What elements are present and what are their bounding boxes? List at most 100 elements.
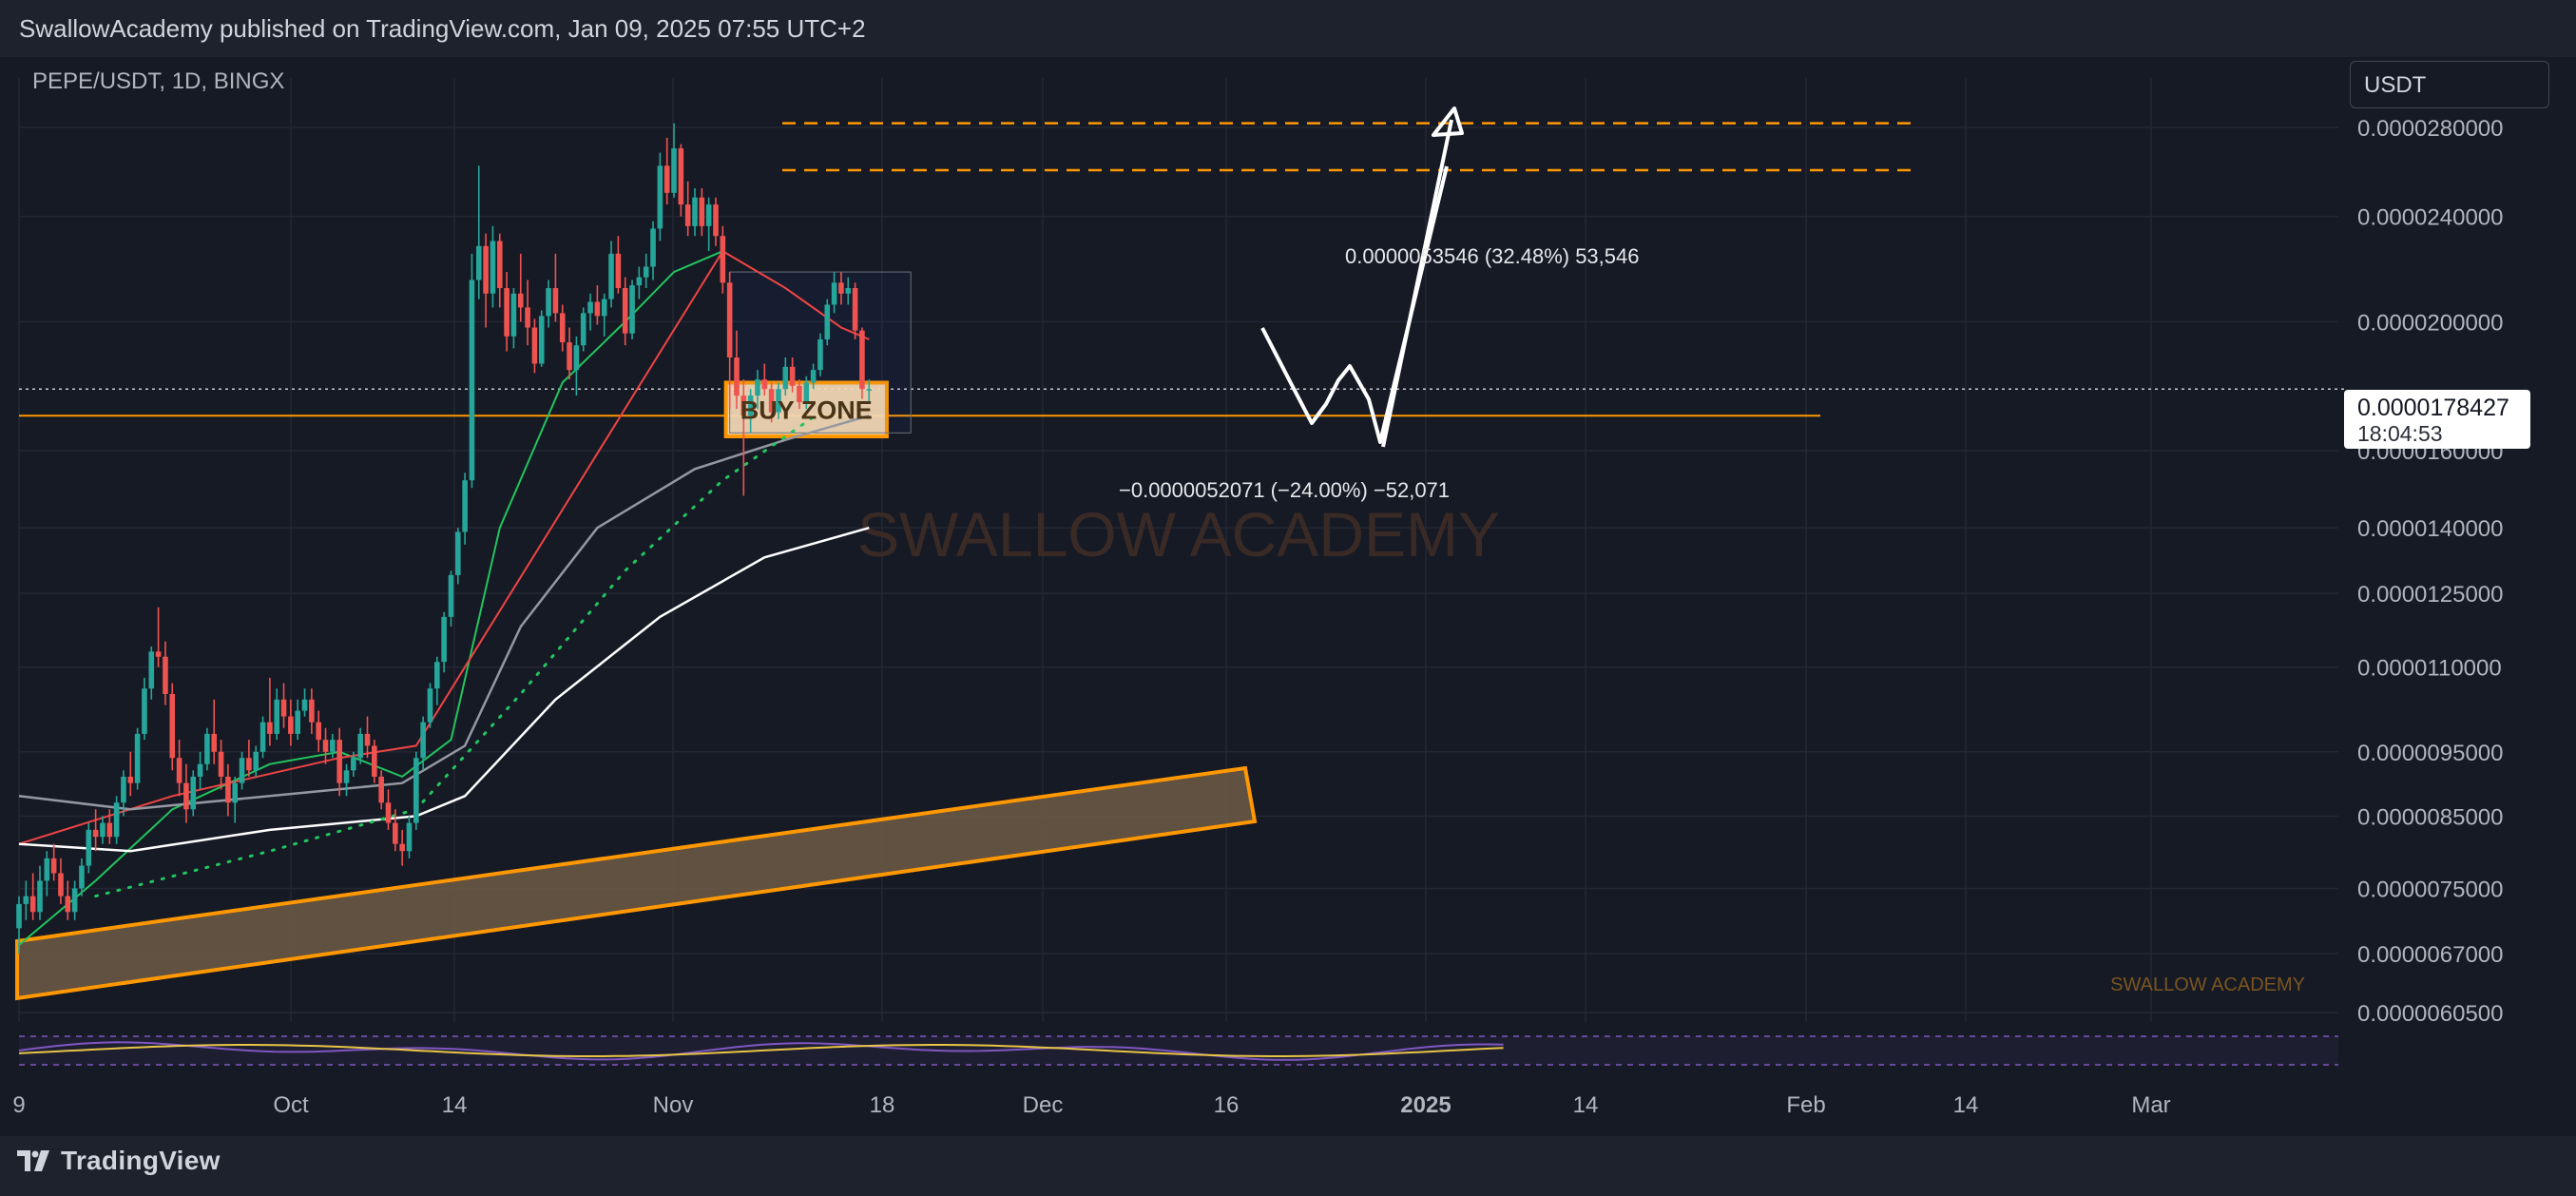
candle-body (106, 822, 113, 838)
candle-body (866, 389, 873, 391)
candle-body (859, 330, 865, 390)
candle (601, 293, 607, 337)
candle (448, 570, 454, 627)
candle (406, 816, 413, 858)
candle (838, 272, 844, 305)
publisher-line: SwallowAcademy published on TradingView.… (19, 14, 866, 43)
candle-body (475, 245, 482, 280)
y-tick-label: 0.0000075000 (2357, 877, 2504, 902)
candle-body (747, 395, 754, 416)
x-tick-label: Nov (653, 1092, 694, 1118)
candle-body (622, 288, 628, 334)
candle-body (573, 345, 580, 371)
candle-body (50, 858, 57, 874)
candle (852, 282, 858, 339)
candle (657, 152, 663, 241)
candle-body (127, 776, 134, 783)
candle (301, 688, 308, 717)
candle (475, 165, 482, 299)
candle (594, 285, 601, 325)
candle-body (740, 395, 747, 416)
last-price-tag: 0.0000178427 18:04:53 (2344, 390, 2530, 449)
candle-body (16, 903, 22, 929)
candle (204, 727, 210, 771)
y-tick-label: 0.0000085000 (2357, 804, 2504, 830)
candle (789, 357, 796, 393)
candle (288, 699, 294, 746)
candle-body (601, 299, 607, 317)
candle (782, 357, 789, 396)
candle (803, 376, 810, 410)
candle-body (692, 197, 698, 226)
candle-body (657, 165, 663, 229)
candle (106, 809, 113, 844)
candle-body (810, 370, 817, 383)
candle (316, 710, 321, 752)
candle-body (218, 751, 224, 777)
candle-body (92, 829, 99, 838)
candle-body (280, 699, 287, 717)
candle-body (852, 288, 858, 331)
candle-body (845, 288, 852, 294)
candle (385, 789, 392, 830)
candle (58, 858, 64, 904)
candle (559, 304, 566, 352)
currency-selector[interactable]: USDT (2350, 61, 2549, 108)
publisher-bar: SwallowAcademy published on TradingView.… (0, 0, 2576, 57)
candle (399, 829, 405, 866)
x-tick-label: 14 (442, 1092, 468, 1118)
candle-body (343, 770, 350, 783)
candle-body (699, 197, 705, 226)
candle (490, 225, 496, 308)
x-tick-label: 18 (870, 1092, 895, 1118)
candle-body (37, 880, 43, 913)
candle (615, 236, 622, 294)
candle-body (650, 228, 656, 267)
tradingview-logo-icon (17, 1150, 49, 1171)
candle (113, 796, 120, 844)
candle (351, 751, 356, 777)
x-tick-label: Oct (273, 1092, 309, 1118)
candle (127, 751, 134, 797)
candle-body (824, 304, 831, 339)
candle-body (288, 716, 294, 734)
tradingview-logo[interactable]: TradingView (17, 1146, 221, 1176)
candle (859, 327, 865, 399)
candle (190, 770, 197, 817)
candle-body (441, 616, 447, 663)
candle-body (225, 776, 231, 803)
candle-body (309, 699, 315, 723)
candle (267, 677, 273, 746)
candle-body (726, 282, 733, 358)
x-tick-label: Dec (1023, 1092, 1064, 1118)
candle-body (427, 688, 433, 723)
time-axis[interactable]: 9 Oct 14 Nov 18 Dec 16 2025 14 Feb 14 Mar (12, 1092, 2170, 1118)
corner-watermark: SWALLOW ACADEMY (2110, 974, 2305, 995)
y-tick-label: 0.0000280000 (2357, 116, 2504, 142)
candle-body (364, 733, 371, 746)
candle (246, 740, 252, 777)
candle-body (267, 722, 273, 734)
candle-body (782, 366, 789, 390)
candle (740, 379, 747, 496)
candle (747, 389, 754, 434)
candle-body (636, 277, 643, 286)
price-chart[interactable]: SWALLOW ACADEMY 0.0000053546 (32.48%) 53… (0, 57, 2576, 1136)
rsi-panel (18, 1035, 2338, 1066)
price-axis[interactable]: 0.0000280000 0.0000240000 0.0000200000 0.00… (2357, 116, 2504, 1027)
candle (705, 197, 712, 252)
x-tick-label: 14 (1573, 1092, 1599, 1118)
candle-body (301, 699, 308, 711)
candle-body (58, 873, 64, 897)
candle (454, 528, 461, 585)
candle (65, 880, 71, 920)
candle-body (169, 693, 176, 759)
candle-body (372, 745, 377, 777)
last-price-value: 0.0000178427 (2357, 395, 2509, 421)
y-tick-label: 0.0000095000 (2357, 741, 2504, 766)
candle (546, 280, 551, 328)
candle-body (148, 651, 155, 689)
candle (720, 225, 726, 294)
candle-body (776, 389, 781, 413)
y-tick-label: 0.0000110000 (2357, 656, 2502, 682)
